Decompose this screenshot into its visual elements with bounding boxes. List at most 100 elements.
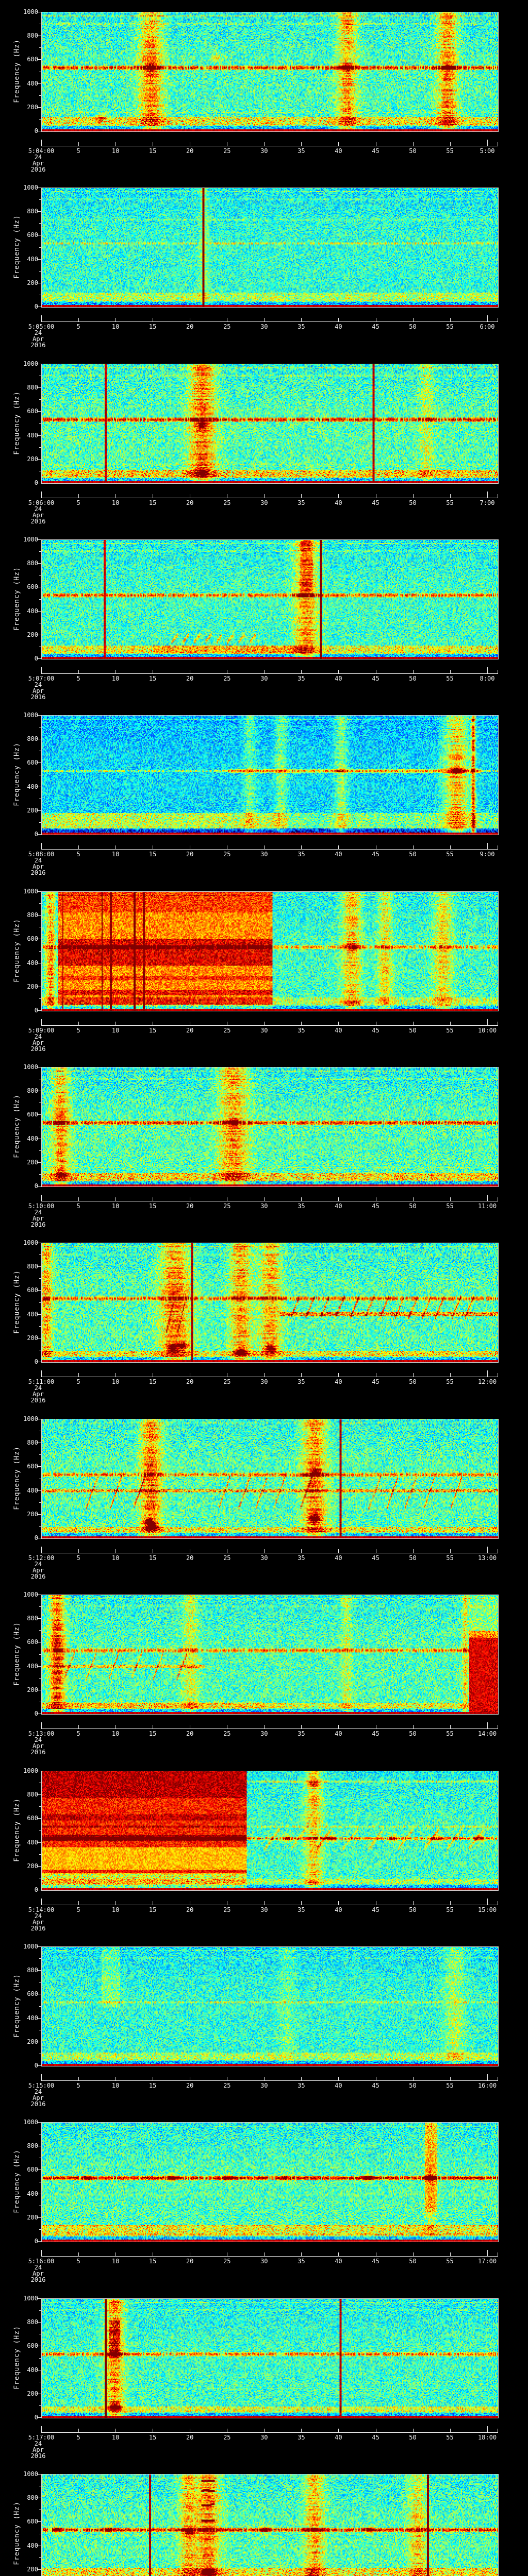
y-tick-label: 1000 — [23, 360, 38, 367]
x-tick — [338, 142, 339, 146]
spectrogram-canvas — [42, 716, 498, 835]
date-month: Apr — [32, 160, 44, 167]
y-tick-label: 200 — [27, 631, 38, 638]
x-tick — [487, 1547, 488, 1553]
x-tick — [450, 1725, 451, 1728]
spectrogram-panel: Frequency (Hz) 5:04:00 5:00 24 Apr 2016 … — [0, 0, 528, 176]
x-tick — [41, 2250, 42, 2256]
x-tick-label: 10 — [111, 1202, 120, 1210]
y-minor-tick — [39, 2405, 41, 2406]
x-tick-label: 45 — [372, 1730, 380, 1737]
x-tick-label: 35 — [298, 2258, 305, 2265]
x-tick-label: 10 — [111, 2434, 120, 2441]
y-tick — [38, 2217, 41, 2218]
x-tick — [450, 1373, 451, 1377]
x-tick-label: 45 — [372, 2258, 380, 2265]
date-year: 2016 — [30, 342, 46, 349]
y-tick-label: 800 — [27, 384, 38, 392]
spectrogram-canvas — [42, 1947, 498, 2066]
y-tick — [38, 1490, 41, 1491]
x-tick-label: 5 — [76, 1027, 80, 1034]
x-tick-label: 50 — [409, 675, 417, 682]
y-tick — [38, 810, 41, 811]
date-year: 2016 — [30, 2100, 46, 2108]
spectrogram-plot — [41, 12, 499, 132]
y-minor-tick — [39, 1677, 41, 1679]
y-axis-title: Frequency (Hz) — [13, 1798, 21, 1862]
y-tick-label: 600 — [27, 2518, 38, 2526]
y-tick-label: 0 — [34, 655, 38, 662]
date-day: 24 — [34, 857, 42, 864]
x-start-time-label: 5:07:00 — [28, 675, 55, 682]
x-tick — [301, 1022, 302, 1025]
y-axis-title: Frequency (Hz) — [13, 1446, 21, 1510]
x-end-hour-label: 10:00 — [477, 1027, 497, 1034]
x-tick — [41, 492, 42, 498]
y-minor-tick — [39, 47, 41, 48]
x-axis-line — [41, 2256, 498, 2257]
y-tick — [38, 59, 41, 60]
spectrogram-plot — [41, 2298, 499, 2418]
y-minor-tick — [39, 247, 41, 248]
x-tick-label: 15 — [148, 2082, 157, 2089]
date-day: 24 — [34, 681, 42, 688]
date-day: 24 — [34, 1209, 42, 1216]
x-start-time-label: 5:16:00 — [28, 2258, 55, 2265]
y-tick-label: 200 — [27, 2389, 38, 2397]
date-month: Apr — [32, 2446, 44, 2453]
date-year: 2016 — [30, 518, 46, 525]
x-tick — [301, 494, 302, 498]
y-tick — [38, 1162, 41, 1163]
spectrogram-canvas — [42, 1243, 498, 1362]
x-tick — [264, 845, 265, 849]
spectrogram-canvas — [42, 1595, 498, 1714]
x-tick-label: 30 — [260, 1202, 268, 1210]
y-tick-label: 400 — [27, 255, 38, 263]
y-tick-label: 0 — [34, 1710, 38, 1717]
y-axis-title: Frequency (Hz) — [13, 1270, 21, 1334]
y-tick-label: 800 — [27, 1439, 38, 1447]
x-tick-label: 10 — [111, 1378, 120, 1385]
x-tick-label: 35 — [298, 675, 305, 682]
x-tick-label: 5 — [76, 147, 80, 155]
x-tick-label: 20 — [186, 1027, 194, 1034]
x-tick-label: 50 — [409, 1554, 417, 1562]
x-tick — [78, 1022, 79, 1025]
spectrogram-panel: Frequency (Hz) 5:05:00 6:00 24 Apr 2016 … — [0, 176, 528, 351]
x-tick-label: 30 — [260, 1730, 268, 1737]
x-tick — [41, 140, 42, 146]
y-tick-label: 0 — [34, 479, 38, 486]
date-year: 2016 — [30, 1749, 46, 1756]
y-tick-label: 400 — [27, 79, 38, 87]
x-tick-label: 35 — [298, 1027, 305, 1034]
x-end-hour-label: 16:00 — [477, 2082, 497, 2089]
y-minor-tick — [39, 903, 41, 904]
x-tick — [487, 492, 488, 498]
x-tick — [301, 318, 302, 321]
spectrogram-canvas — [42, 188, 498, 307]
x-end-hour-label: 6:00 — [480, 323, 495, 330]
y-tick — [38, 1010, 41, 1011]
spectrogram-canvas — [42, 1771, 498, 1890]
x-tick — [41, 1019, 42, 1025]
x-tick — [41, 843, 42, 849]
x-tick-label: 5 — [76, 1730, 80, 1737]
y-tick — [38, 1114, 41, 1115]
x-tick-label: 20 — [186, 851, 194, 858]
x-tick — [301, 845, 302, 849]
x-tick-label: 50 — [409, 147, 417, 155]
y-minor-tick — [39, 1606, 41, 1607]
x-tick — [487, 2074, 488, 2080]
x-tick-label: 25 — [223, 1906, 231, 1913]
y-tick-label: 400 — [27, 2014, 38, 2022]
y-minor-tick — [39, 2229, 41, 2230]
x-tick — [487, 2250, 488, 2256]
y-minor-tick — [39, 1150, 41, 1151]
x-tick — [412, 670, 414, 673]
y-tick — [38, 715, 41, 716]
x-end-hour-label: 12:00 — [477, 1378, 497, 1385]
y-tick — [38, 915, 41, 916]
x-tick-label: 50 — [409, 499, 417, 506]
x-tick-label: 30 — [260, 1554, 268, 1562]
y-minor-tick — [39, 951, 41, 952]
